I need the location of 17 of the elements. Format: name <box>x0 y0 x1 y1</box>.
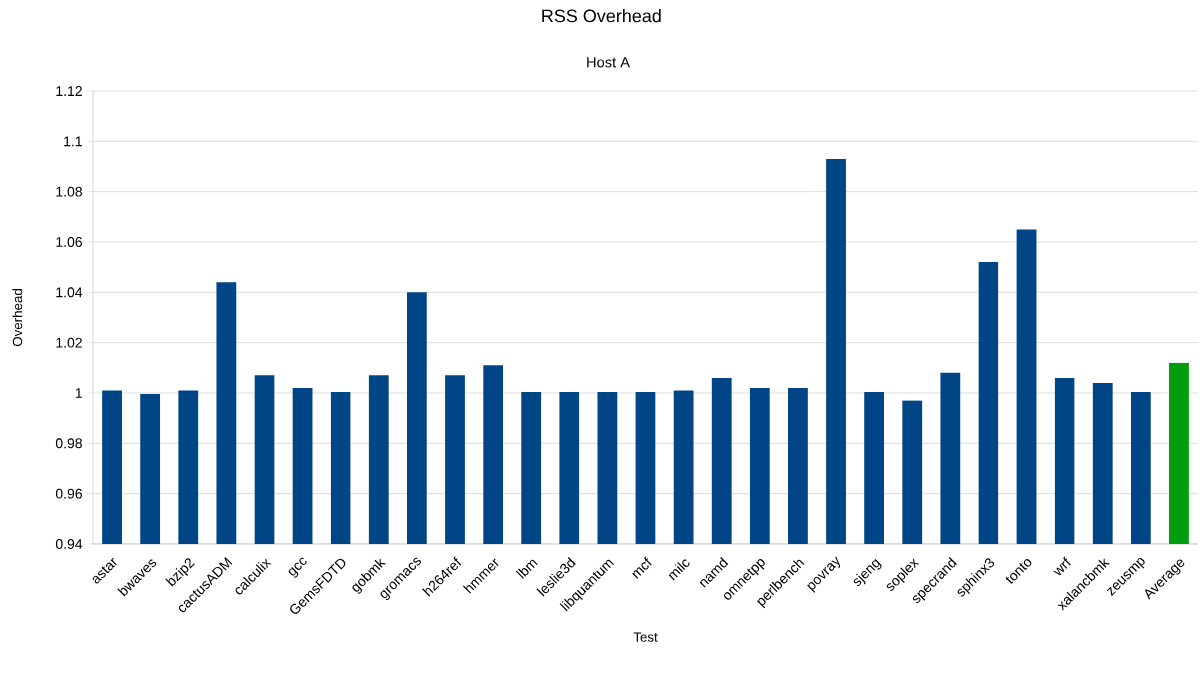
x-tick-label: milc <box>668 559 690 581</box>
y-tick-label: 1.12 <box>56 86 82 96</box>
y-tick-label: 0.96 <box>55 488 82 499</box>
x-tick-label: mcf <box>632 556 652 579</box>
y-tick-label: 1 <box>75 388 82 398</box>
y-tick-label: 1.1 <box>64 136 82 147</box>
y-tick-label: 0.94 <box>55 539 83 549</box>
y-tick-label: 1.04 <box>56 287 83 298</box>
chart-title: RSS Overhead <box>542 9 661 23</box>
x-tick-label: lbm <box>515 559 538 579</box>
y-tick-label: 0.98 <box>55 438 82 449</box>
chart-subtitle: Host A <box>587 57 630 68</box>
y-tick-label: 1.08 <box>56 186 82 197</box>
y-tick-label: 1.02 <box>56 337 82 348</box>
y-axis-title: Overhead <box>12 289 23 347</box>
x-axis-title: Test <box>633 632 658 642</box>
y-tick-label: 1.06 <box>56 237 82 247</box>
